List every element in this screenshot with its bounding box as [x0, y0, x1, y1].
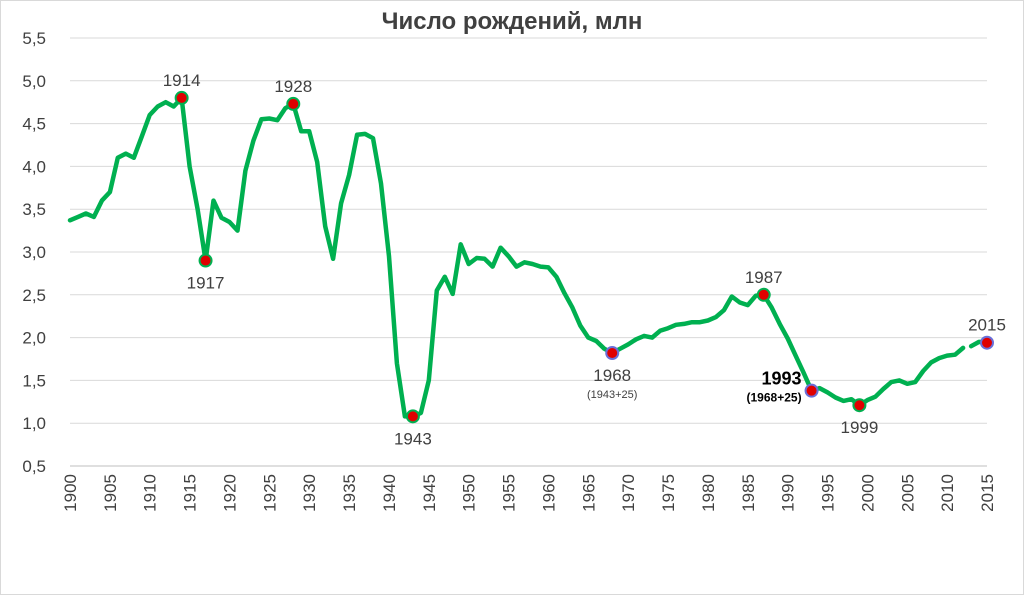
x-tick-label: 1930 — [300, 474, 319, 512]
data-label: 1943 — [394, 429, 432, 448]
x-tick-label: 1995 — [819, 474, 838, 512]
x-tick-label: 1945 — [420, 474, 439, 512]
data-label: 1968 — [593, 366, 631, 385]
data-label: 1914 — [163, 71, 201, 90]
data-point-marker — [174, 90, 189, 105]
y-tick-label: 0,5 — [22, 457, 46, 476]
x-tick-label: 1975 — [659, 474, 678, 512]
y-tick-label: 4,5 — [22, 115, 46, 134]
x-tick-label: 1900 — [61, 474, 80, 512]
x-tick-label: 1915 — [181, 474, 200, 512]
x-tick-label: 1935 — [340, 474, 359, 512]
x-tick-label: 1950 — [460, 474, 479, 512]
data-point-marker — [756, 287, 771, 302]
data-label-note: (1943+25) — [587, 389, 637, 401]
x-tick-label: 1970 — [619, 474, 638, 512]
x-tick-label: 1940 — [380, 474, 399, 512]
y-tick-label: 1,0 — [22, 414, 46, 433]
x-tick-label: 2015 — [978, 474, 997, 512]
data-point-marker — [852, 398, 867, 413]
y-tick-label: 3,5 — [22, 200, 46, 219]
data-label: 2015 — [968, 316, 1006, 335]
x-tick-label: 1980 — [699, 474, 718, 512]
data-label: 1917 — [187, 274, 225, 293]
data-point-marker — [980, 335, 994, 350]
x-tick-label: 1920 — [220, 474, 239, 512]
x-tick-label: 2010 — [938, 474, 957, 512]
y-tick-label: 2,0 — [22, 329, 46, 348]
x-tick-label: 1965 — [579, 474, 598, 512]
data-label: 1999 — [841, 418, 879, 437]
x-tick-label: 1960 — [539, 474, 558, 512]
chart-title: Число рождений, млн — [381, 8, 643, 35]
x-tick-label: 1985 — [739, 474, 758, 512]
data-label: 1987 — [745, 268, 783, 287]
data-point-marker — [605, 346, 620, 361]
data-point-marker — [198, 253, 213, 268]
y-tick-label: 4,0 — [22, 157, 46, 176]
x-tick-label: 1955 — [500, 474, 519, 512]
data-point-marker — [286, 96, 301, 111]
data-label-note: (1968+25) — [747, 391, 802, 405]
y-tick-label: 5,0 — [22, 72, 46, 91]
x-tick-label: 1905 — [101, 474, 120, 512]
y-tick-label: 5,5 — [22, 29, 46, 48]
y-tick-label: 2,5 — [22, 286, 46, 305]
x-tick-label: 1910 — [141, 474, 160, 512]
x-tick-label: 1925 — [260, 474, 279, 512]
y-tick-label: 1,5 — [22, 371, 46, 390]
data-label: 1928 — [274, 77, 312, 96]
x-tick-label: 1990 — [779, 474, 798, 512]
y-tick-label: 3,0 — [22, 243, 46, 262]
data-point-marker — [405, 409, 420, 424]
x-tick-label: 2000 — [858, 474, 877, 512]
x-tick-label: 2005 — [898, 474, 917, 512]
data-label: 1993 — [762, 369, 802, 389]
data-point-marker — [804, 383, 819, 398]
